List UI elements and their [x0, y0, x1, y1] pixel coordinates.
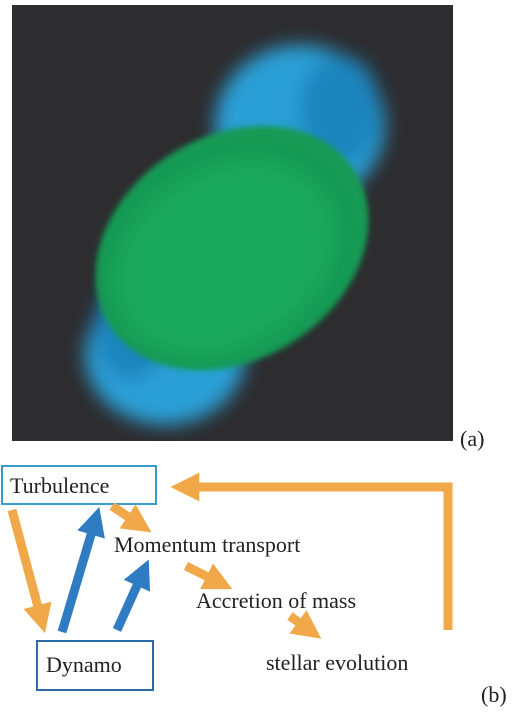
- page: (a) Turbulence Momentum transport Accret…: [0, 0, 528, 709]
- figure: (a) Turbulence Momentum transport Accret…: [0, 0, 528, 709]
- arrow: [62, 518, 96, 632]
- simulation-image: [12, 5, 453, 441]
- node-label: stellar evolution: [266, 650, 408, 675]
- node-label: Turbulence: [10, 473, 109, 498]
- arrow: [12, 510, 42, 622]
- node-label: Dynamo: [46, 652, 122, 677]
- arrow: [186, 566, 222, 584]
- panel-label: (a): [460, 426, 484, 451]
- node-label: Momentum transport: [114, 532, 300, 557]
- arrow: [117, 570, 144, 630]
- node-label: Accretion of mass: [196, 588, 356, 613]
- arrow: [112, 506, 142, 526]
- arrow: [290, 616, 312, 632]
- panel-label: (b): [481, 682, 507, 707]
